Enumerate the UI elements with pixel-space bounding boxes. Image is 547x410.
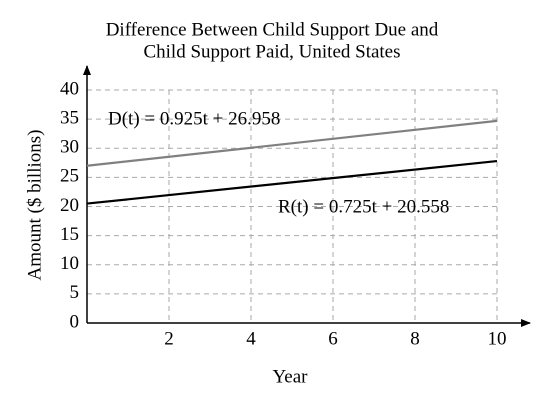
data-line xyxy=(86,159,498,205)
y-tick-label: 5 xyxy=(70,282,80,303)
x-tick-label: 6 xyxy=(328,328,338,349)
x-tick-label: 10 xyxy=(488,328,507,349)
y-tick-label: 40 xyxy=(60,78,79,99)
x-tick-label: 8 xyxy=(410,328,420,349)
y-tick-label: 0 xyxy=(70,311,80,332)
y-tick-label: 20 xyxy=(60,195,79,216)
y-tick-label: 15 xyxy=(60,224,79,245)
data-line xyxy=(86,119,498,167)
y-tick-label: 10 xyxy=(60,253,79,274)
x-tick-label: 2 xyxy=(164,328,174,349)
y-tick-label: 30 xyxy=(60,137,79,158)
y-tick-label: 25 xyxy=(60,166,79,187)
x-axis-label: Year xyxy=(272,366,308,387)
chart-title: Child Support Paid, United States xyxy=(143,41,400,62)
line-annotation: R(t) = 0.725t + 20.558 xyxy=(278,196,449,217)
line-annotation: D(t) = 0.925t + 26.958 xyxy=(108,108,280,129)
x-tick-label: 4 xyxy=(246,328,256,349)
y-tick-label: 35 xyxy=(60,107,79,128)
y-axis-label: Amount ($ billions) xyxy=(24,130,45,281)
chart-title: Difference Between Child Support Due and xyxy=(106,19,439,40)
